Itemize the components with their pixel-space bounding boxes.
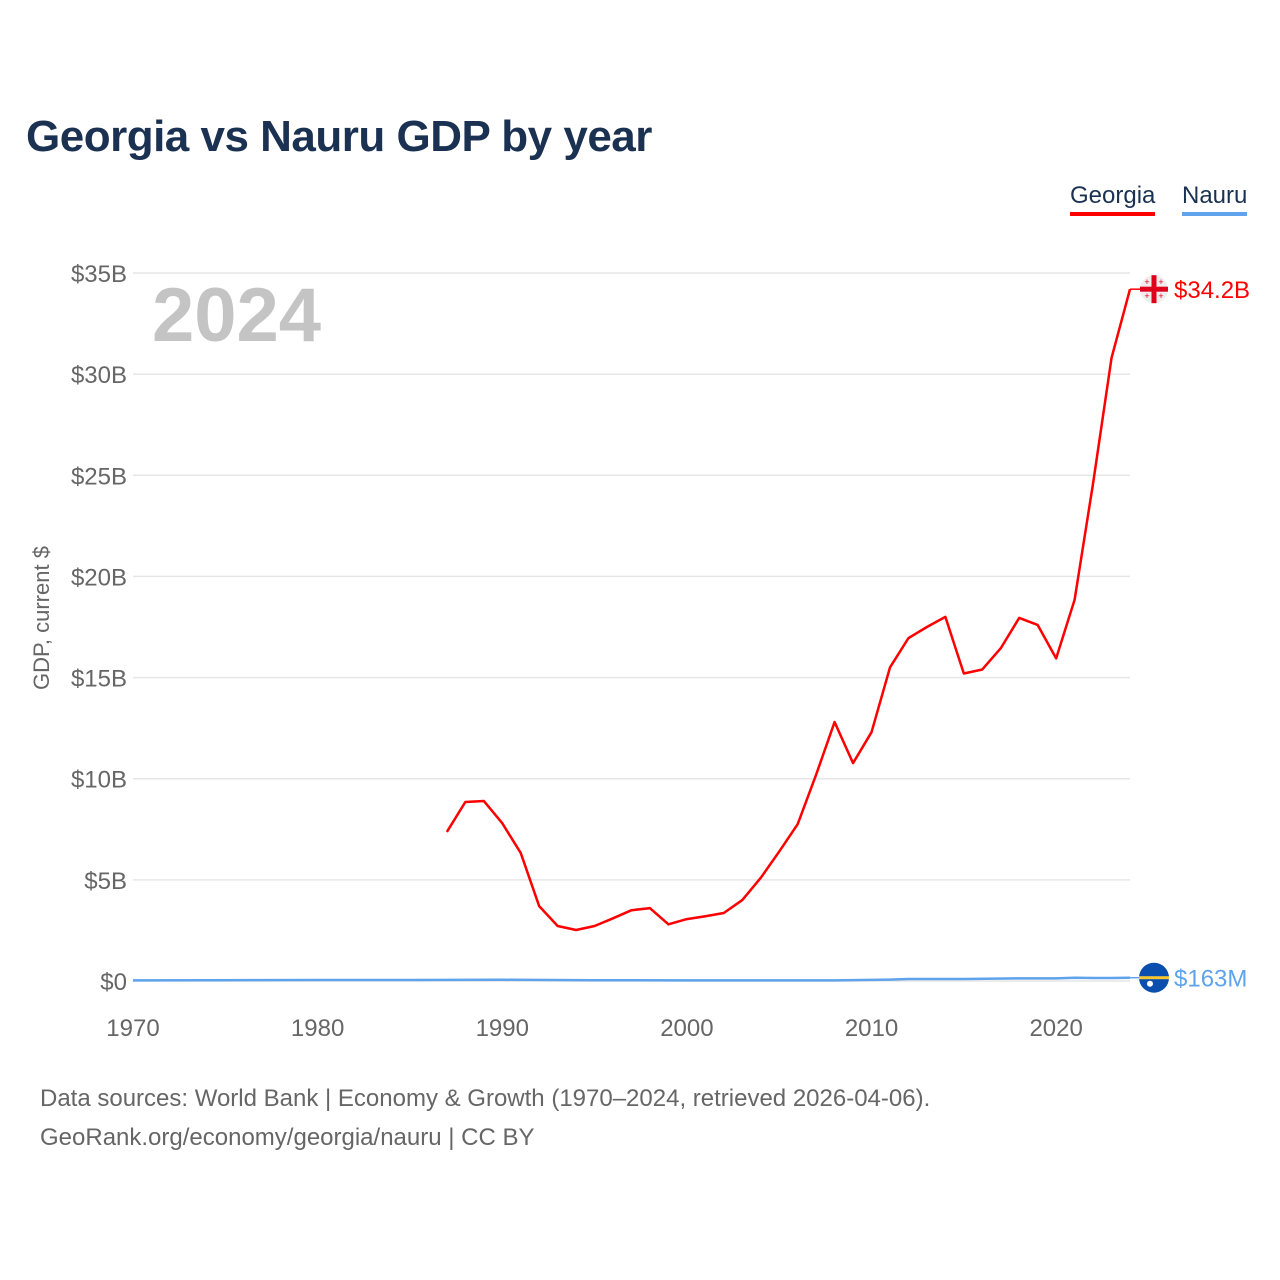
year-label: 2024 xyxy=(152,273,322,358)
y-tick-label: $5B xyxy=(84,868,127,895)
footer-sources: Data sources: World Bank | Economy & Gro… xyxy=(40,1085,931,1112)
legend-nauru[interactable]: Nauru xyxy=(1182,182,1248,216)
nauru-flag-star xyxy=(1147,980,1153,987)
x-tick-label: 1970 xyxy=(106,1015,159,1042)
x-tick-label: 2010 xyxy=(845,1015,898,1042)
chart-title: Georgia vs Nauru GDP by year xyxy=(26,112,652,161)
y-tick-label: $10B xyxy=(71,767,127,794)
x-tick-label: 2020 xyxy=(1029,1015,1082,1042)
x-tick-label: 1990 xyxy=(476,1015,529,1042)
legend-georgia[interactable]: Georgia xyxy=(1070,182,1156,216)
georgia-flag-cross xyxy=(1151,275,1157,304)
x-tick-label: 2000 xyxy=(660,1015,713,1042)
y-tick-label: $0 xyxy=(100,969,127,996)
footer-link[interactable]: GeoRank.org/economy/georgia/nauru | CC B… xyxy=(40,1124,535,1151)
series-line-georgia xyxy=(445,288,1132,932)
georgia-flag-small-cross: + xyxy=(1158,291,1163,301)
end-value-label-georgia: $34.2B xyxy=(1174,277,1250,304)
y-tick-label: $15B xyxy=(71,666,127,693)
georgia-flag-small-cross: + xyxy=(1144,277,1149,287)
y-tick-label: $20B xyxy=(71,564,127,591)
series-line-nauru xyxy=(132,976,1131,982)
y-tick-label: $25B xyxy=(71,463,127,490)
end-value-label-nauru: $163M xyxy=(1174,966,1247,993)
y-tick-label: $35B xyxy=(71,261,127,288)
x-tick-label: 1980 xyxy=(291,1015,344,1042)
nauru-flag-stripe xyxy=(1139,976,1169,980)
y-tick-label: $30B xyxy=(71,362,127,389)
georgia-flag-small-cross: + xyxy=(1144,291,1149,301)
georgia-flag-small-cross: + xyxy=(1158,277,1163,287)
